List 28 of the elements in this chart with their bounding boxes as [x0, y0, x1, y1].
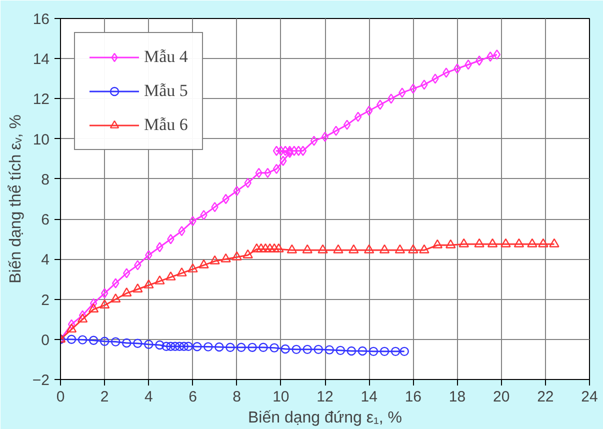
x-tick-label: 20: [492, 388, 510, 406]
y-tick-label: 10: [32, 131, 50, 148]
y-tick-label: 16: [32, 11, 50, 28]
y-tick-label: −2: [32, 372, 50, 389]
y-tick-label: 12: [32, 91, 50, 108]
y-axis-title: Biến dạng thể tích εᵥ, %: [7, 114, 24, 284]
y-tick-label: 0: [41, 332, 50, 349]
x-tick-label: 14: [360, 388, 378, 406]
legend-label: Mẫu 5: [144, 81, 188, 101]
y-tick-label: 8: [41, 171, 50, 188]
y-tick-label: 14: [32, 51, 50, 68]
x-tick-label: 8: [232, 388, 242, 406]
y-tick-label: 6: [41, 212, 50, 229]
x-axis-title: Biến dạng đứng ε₁, %: [248, 410, 402, 426]
x-tick-label: 6: [188, 388, 197, 406]
y-tick-label: 2: [41, 292, 50, 309]
legend-label: Mẫu 4: [144, 47, 188, 67]
x-tick-label: 2: [100, 388, 109, 406]
legend-label: Mẫu 6: [144, 115, 188, 135]
y-tick-label: 4: [41, 252, 50, 269]
x-tick-label: 0: [56, 388, 65, 406]
x-tick-label: 12: [316, 388, 334, 406]
x-tick-label: 24: [581, 388, 598, 406]
x-tick-label: 10: [272, 388, 290, 406]
x-tick-label: 16: [404, 388, 422, 406]
x-tick-label: 18: [448, 388, 466, 406]
x-tick-label: 22: [537, 388, 554, 406]
x-tick-label: 4: [144, 388, 153, 406]
